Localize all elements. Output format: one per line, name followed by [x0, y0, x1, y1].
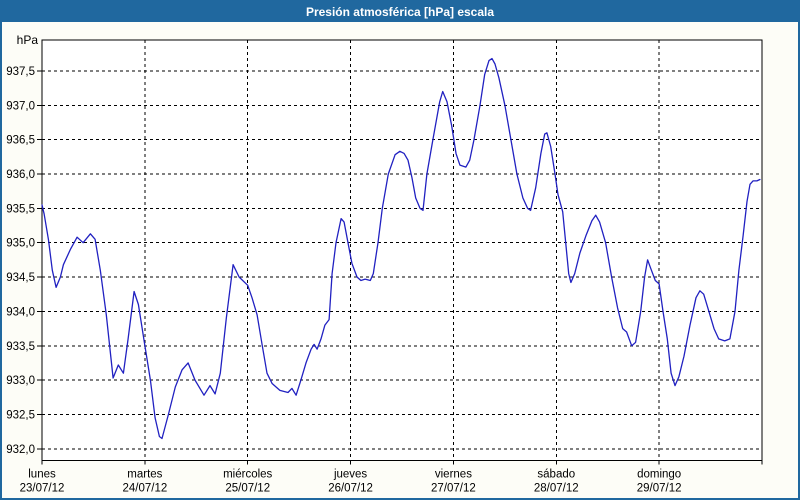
- y-tick-label: 933,5: [6, 341, 35, 353]
- x-day-date-label: 24/07/12: [122, 483, 167, 495]
- x-day-name-label: lunes: [28, 469, 56, 481]
- x-day-name-label: domingo: [637, 469, 681, 481]
- y-tick-label: 937,0: [6, 100, 35, 112]
- y-tick-label: 937,5: [6, 66, 35, 78]
- plot-background: [42, 40, 762, 461]
- y-axis-unit-label: hPa: [16, 33, 38, 47]
- y-tick-label: 936,0: [6, 169, 35, 181]
- y-tick-label: 936,5: [6, 135, 35, 147]
- x-day-date-label: 28/07/12: [534, 483, 579, 495]
- y-tick-label: 932,5: [6, 409, 35, 421]
- x-day-name-label: martes: [127, 469, 162, 481]
- y-tick-label: 932,0: [6, 444, 35, 456]
- window-title: Presión atmosférica [hPa] escala: [305, 5, 495, 19]
- window-titlebar[interactable]: Presión atmosférica [hPa] escala: [2, 2, 798, 22]
- x-day-name-label: jueves: [333, 469, 367, 481]
- pressure-line-chart: 937,5 937,0 936,5 936,0 935,5 935,0 934,5 934,0…: [6, 39, 763, 495]
- plot-border: [41, 39, 763, 462]
- x-day-name-label: sábado: [537, 469, 575, 481]
- y-tick-label: 934,0: [6, 306, 35, 318]
- y-tick-label: 934,5: [6, 272, 35, 284]
- x-day-name-label: viernes: [435, 469, 472, 481]
- x-day-date-label: 29/07/12: [637, 483, 682, 495]
- y-tick-label: 935,0: [6, 238, 35, 250]
- chart-area: 937,5 937,0 936,5 936,0 935,5 935,0 934,5 934,0…: [2, 22, 798, 498]
- x-day-date-label: 23/07/12: [20, 483, 65, 495]
- y-tick-label: 935,5: [6, 203, 35, 215]
- x-day-date-label: 25/07/12: [225, 483, 270, 495]
- y-tick-label: 933,0: [6, 375, 35, 387]
- x-day-name-label: miércoles: [223, 469, 272, 481]
- x-day-date-label: 26/07/12: [328, 483, 373, 495]
- x-day-date-label: 27/07/12: [431, 483, 476, 495]
- pressure-series-line: [41, 57, 761, 440]
